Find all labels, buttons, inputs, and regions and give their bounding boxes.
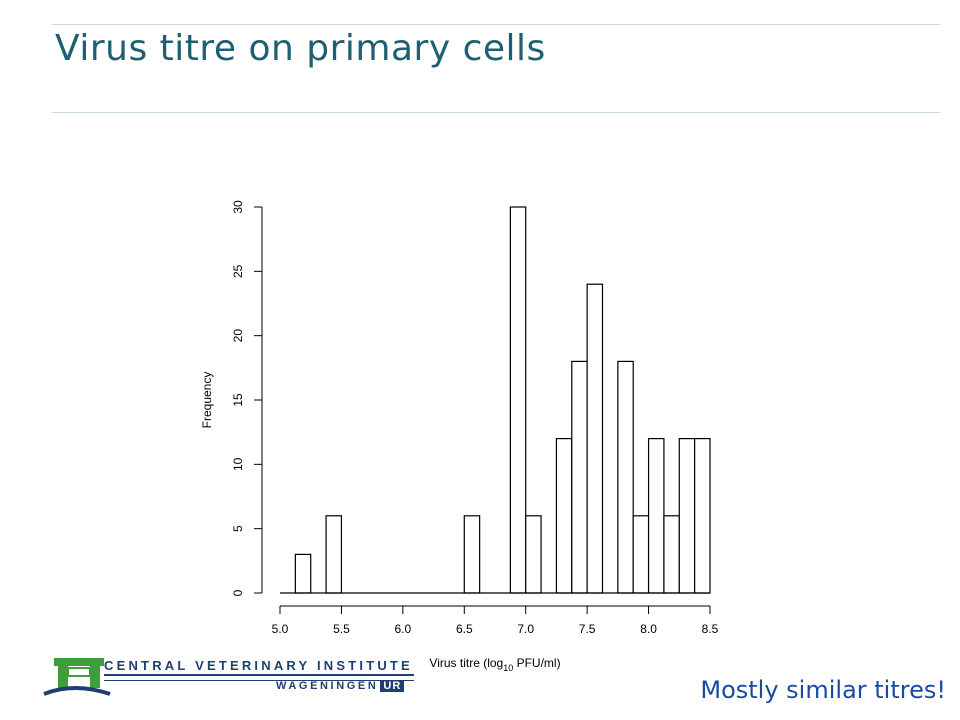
- histogram-bar: [294, 553, 312, 594]
- page-title: Virus titre on primary cells: [55, 28, 546, 69]
- cvi-logo-icon: [43, 658, 414, 696]
- x-tick-label: 7.5: [579, 622, 596, 636]
- top-divider: [52, 24, 940, 25]
- x-tick-label: 5.5: [333, 622, 350, 636]
- histogram-bar: [617, 360, 634, 594]
- y-axis: 0 5 10 15 20 25 30: [231, 200, 263, 596]
- bars-group: [294, 206, 711, 594]
- y-tick-label: 15: [231, 393, 245, 407]
- histogram-bar: [632, 515, 650, 594]
- histogram-bar: [647, 438, 665, 594]
- histogram-bar: [509, 206, 527, 594]
- y-tick-label: 25: [231, 264, 245, 278]
- x-tick-label: 6.0: [395, 622, 412, 636]
- logo-wageningen: WAGENINGEN: [276, 680, 379, 692]
- slide-caption: Mostly similar titres!: [700, 676, 946, 704]
- histogram-bar: [571, 360, 588, 594]
- x-tick-label: 5.0: [272, 622, 289, 636]
- y-axis-title: Frequency: [200, 372, 214, 429]
- histogram-bar: [694, 438, 711, 594]
- histogram-bar: [678, 438, 696, 594]
- y-tick-label: 20: [231, 329, 245, 343]
- x-tick-label: 7.0: [517, 622, 534, 636]
- axis-labels: Frequency Virus titre (log10 PFU/ml): [200, 372, 561, 673]
- logo-ur-badge: UR: [380, 680, 405, 692]
- x-tick-label: 8.0: [640, 622, 657, 636]
- histogram-bar: [663, 515, 680, 594]
- x-axis: 5.0 5.5 6.0 6.5 7.0 7.5 8.0 8.5: [272, 605, 719, 636]
- y-tick-label: 10: [231, 457, 245, 471]
- logo-line-1: CENTRAL VETERINARY INSTITUTE: [104, 658, 413, 673]
- histogram-bar: [586, 283, 604, 594]
- x-tick-label: 8.5: [702, 622, 719, 636]
- histogram-bar: [525, 515, 542, 594]
- y-tick-label: 5: [231, 525, 245, 532]
- y-tick-label: 0: [231, 589, 245, 596]
- histogram-bar: [325, 515, 343, 594]
- title-divider: [52, 112, 940, 113]
- y-tick-label: 30: [231, 200, 245, 214]
- histogram-bar: [555, 438, 573, 594]
- x-axis-title: Virus titre (log10 PFU/ml): [429, 656, 560, 673]
- x-tick-label: 6.5: [456, 622, 473, 636]
- histogram-bar: [463, 515, 481, 594]
- logo-line-2: WAGENINGEN UR: [276, 680, 405, 692]
